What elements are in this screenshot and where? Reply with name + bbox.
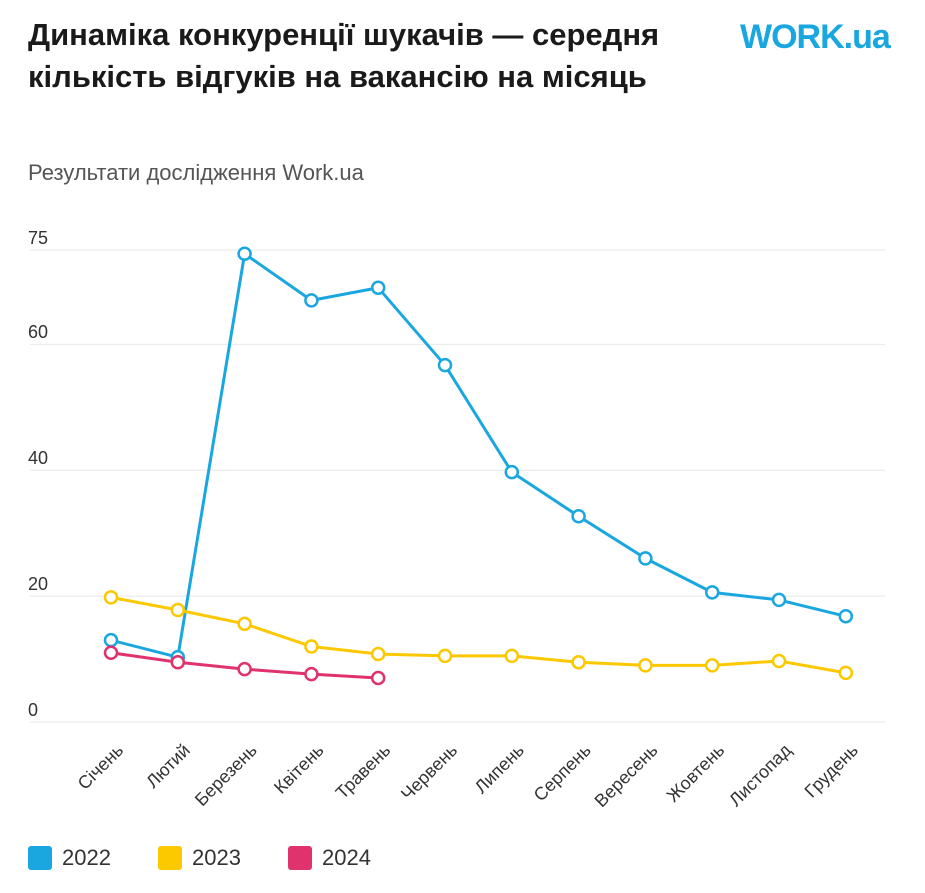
x-tick-label: Грудень — [801, 740, 862, 801]
logo: WORK.ua — [740, 18, 891, 56]
y-tick-label: 40 — [28, 448, 48, 468]
legend-swatch — [28, 846, 52, 870]
legend-label: 2024 — [322, 845, 371, 870]
point — [504, 464, 520, 480]
point — [237, 661, 252, 677]
x-tick-label: Вересень — [591, 740, 662, 811]
x-tick-label: Червень — [397, 740, 461, 804]
line — [110, 595, 847, 675]
point — [304, 639, 319, 654]
point — [437, 648, 453, 664]
chart-subtitle: Результати дослідження Work.ua — [28, 160, 364, 185]
point — [370, 280, 386, 296]
point — [638, 658, 653, 673]
x-tick-label: Жовтень — [663, 740, 729, 806]
x-tick-label: Липень — [471, 740, 528, 797]
point — [103, 632, 119, 648]
point — [838, 665, 854, 681]
point — [638, 551, 653, 566]
point — [370, 670, 386, 686]
x-tick-label: Березень — [191, 740, 261, 810]
point — [704, 585, 720, 600]
point — [103, 590, 119, 605]
legend-swatch — [158, 846, 182, 870]
point — [571, 654, 586, 670]
legend-swatch — [288, 846, 312, 870]
point — [237, 616, 252, 632]
point — [771, 653, 787, 669]
x-tick-label: Квітень — [270, 740, 328, 798]
point — [304, 293, 319, 308]
x-tick-label: Січень — [74, 740, 128, 794]
chart-title: Динаміка конкуренції шукачів — середня к… — [28, 17, 660, 94]
point — [370, 646, 386, 662]
point — [170, 654, 186, 670]
point — [170, 602, 186, 618]
legend-label: 2023 — [192, 845, 241, 870]
point — [504, 648, 520, 664]
point — [571, 508, 586, 524]
x-tick-label: Травень — [332, 740, 395, 803]
y-tick-label: 60 — [28, 322, 48, 342]
point — [304, 666, 319, 682]
y-tick-label: 0 — [28, 700, 38, 720]
x-tick-label: Серпень — [530, 740, 595, 805]
x-tick-label: Лютий — [142, 740, 194, 792]
line — [110, 252, 847, 659]
y-tick-label: 20 — [28, 574, 48, 594]
point — [838, 609, 854, 624]
y-tick-label: 75 — [28, 228, 48, 248]
legend-label: 2022 — [62, 845, 111, 870]
point — [103, 645, 119, 661]
point — [704, 658, 720, 673]
point — [237, 246, 252, 262]
x-tick-label: Листопад — [725, 740, 795, 810]
point — [437, 357, 453, 373]
point — [771, 592, 787, 608]
